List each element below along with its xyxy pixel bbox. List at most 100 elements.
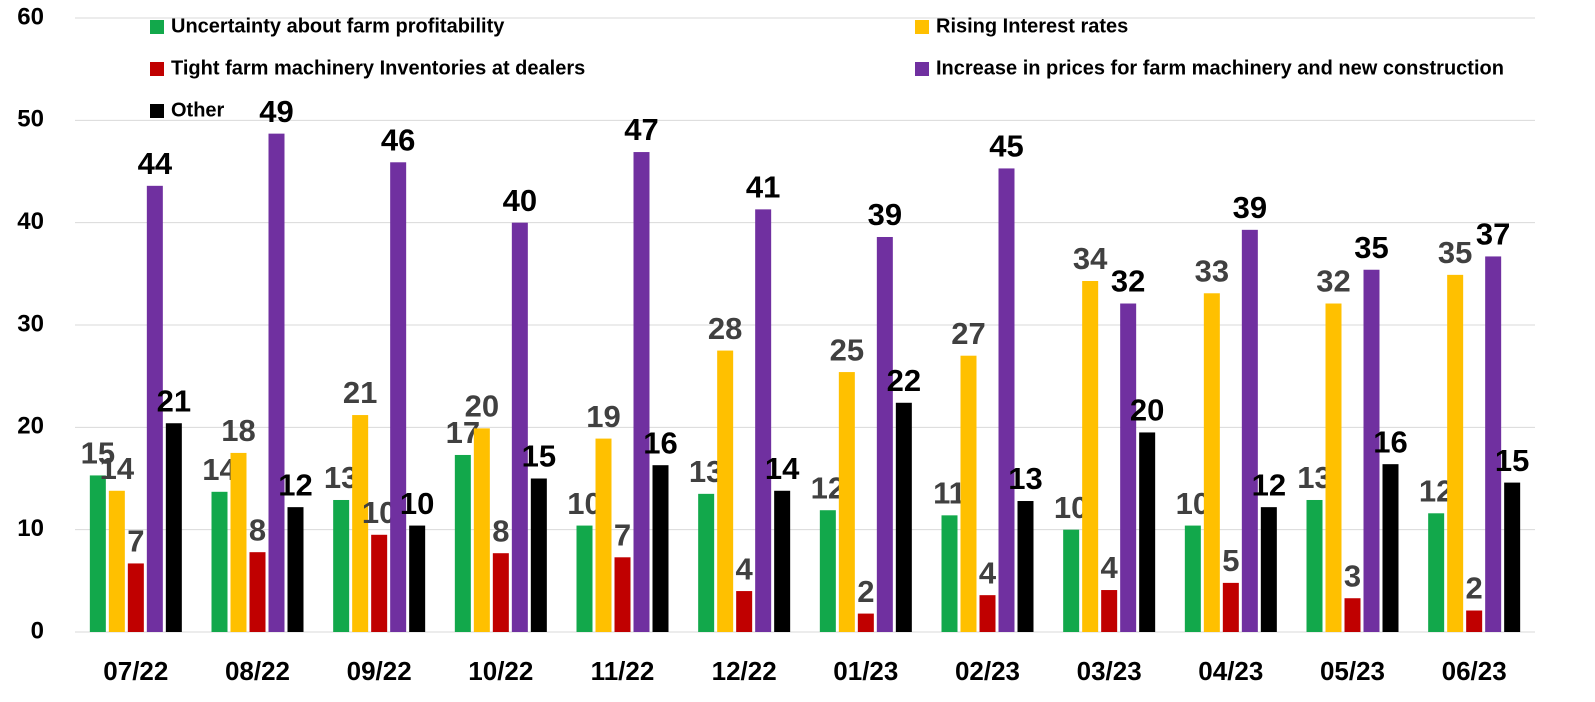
bar bbox=[287, 507, 304, 632]
bar bbox=[454, 454, 471, 632]
data-label: 4 bbox=[1101, 550, 1119, 585]
bar bbox=[1017, 501, 1034, 632]
data-label: 12 bbox=[1252, 467, 1286, 502]
y-tick-label: 50 bbox=[17, 106, 44, 133]
bar bbox=[755, 209, 772, 632]
data-label: 4 bbox=[736, 551, 754, 586]
bar bbox=[1082, 280, 1099, 632]
bar bbox=[736, 591, 753, 632]
bar bbox=[1363, 269, 1380, 632]
bar bbox=[530, 478, 547, 632]
data-label: 44 bbox=[138, 146, 173, 181]
legend-label: Other bbox=[171, 99, 225, 121]
data-label: 35 bbox=[1438, 235, 1472, 270]
data-label: 45 bbox=[989, 129, 1023, 164]
bar bbox=[1344, 598, 1361, 632]
bar bbox=[652, 465, 669, 632]
bar bbox=[1241, 229, 1258, 632]
bar bbox=[230, 452, 247, 632]
data-label: 19 bbox=[586, 399, 620, 434]
data-label: 8 bbox=[249, 512, 266, 547]
bar bbox=[876, 236, 893, 632]
bar bbox=[1306, 499, 1323, 632]
bar bbox=[492, 553, 509, 632]
y-tick-label: 20 bbox=[17, 413, 44, 440]
x-tick-label: 04/23 bbox=[1198, 656, 1263, 686]
bar bbox=[633, 152, 650, 632]
data-label: 3 bbox=[1344, 558, 1361, 593]
bar bbox=[1222, 582, 1239, 632]
bar bbox=[1504, 482, 1521, 632]
bar bbox=[1428, 513, 1445, 632]
bar bbox=[1101, 590, 1118, 632]
data-label: 2 bbox=[1466, 571, 1483, 606]
data-label: 27 bbox=[951, 316, 985, 351]
bar bbox=[595, 438, 612, 632]
data-label: 8 bbox=[492, 513, 509, 548]
bar bbox=[371, 534, 388, 632]
bar bbox=[1260, 507, 1277, 632]
data-label: 14 bbox=[100, 451, 135, 486]
bar bbox=[576, 525, 593, 632]
bar bbox=[89, 475, 106, 632]
bar bbox=[717, 350, 734, 632]
bar bbox=[1139, 432, 1156, 632]
data-label: 20 bbox=[465, 389, 499, 424]
bar bbox=[698, 493, 715, 632]
legend-label: Rising Interest rates bbox=[936, 15, 1128, 37]
bar bbox=[1063, 529, 1080, 632]
bar bbox=[614, 557, 631, 632]
data-label: 33 bbox=[1195, 253, 1229, 288]
x-tick-label: 07/22 bbox=[103, 656, 168, 686]
x-tick-label: 11/22 bbox=[591, 656, 655, 686]
y-tick-label: 40 bbox=[17, 208, 44, 235]
bar bbox=[390, 162, 407, 633]
bar bbox=[333, 499, 350, 632]
data-label: 10 bbox=[400, 486, 434, 521]
bar bbox=[249, 552, 266, 632]
x-tick-label: 12/22 bbox=[712, 656, 777, 686]
bar bbox=[473, 428, 490, 632]
data-label: 12 bbox=[278, 467, 312, 502]
bar bbox=[409, 525, 426, 632]
data-label: 46 bbox=[381, 122, 415, 157]
x-tick-label: 06/23 bbox=[1442, 656, 1507, 686]
data-label: 34 bbox=[1073, 241, 1108, 276]
x-tick-label: 05/23 bbox=[1320, 656, 1385, 686]
legend-swatch bbox=[915, 62, 929, 76]
data-label: 39 bbox=[868, 197, 902, 232]
x-tick-label: 03/23 bbox=[1077, 656, 1142, 686]
bar bbox=[998, 168, 1015, 632]
bar bbox=[819, 510, 836, 632]
y-tick-label: 60 bbox=[17, 3, 44, 30]
bar bbox=[268, 133, 285, 633]
data-label: 41 bbox=[746, 170, 780, 205]
data-label: 15 bbox=[1495, 443, 1529, 478]
x-tick-label: 09/22 bbox=[347, 656, 412, 686]
data-label: 25 bbox=[830, 332, 864, 367]
data-label: 2 bbox=[857, 574, 874, 609]
bar bbox=[895, 402, 912, 632]
bar bbox=[352, 415, 369, 632]
data-label: 37 bbox=[1476, 217, 1510, 252]
y-tick-label: 0 bbox=[31, 617, 44, 644]
data-label: 32 bbox=[1316, 264, 1350, 299]
data-label: 35 bbox=[1354, 230, 1388, 265]
bar bbox=[1203, 293, 1220, 632]
data-label: 39 bbox=[1233, 190, 1267, 225]
bar bbox=[1382, 464, 1399, 632]
legend-label: Increase in prices for farm machinery an… bbox=[936, 57, 1504, 79]
bar bbox=[1184, 525, 1201, 632]
bar bbox=[838, 372, 855, 632]
bar bbox=[1447, 274, 1464, 632]
data-label: 14 bbox=[765, 451, 800, 486]
legend-swatch bbox=[150, 62, 164, 76]
data-label: 47 bbox=[624, 112, 658, 147]
legend-swatch bbox=[150, 20, 164, 34]
data-label: 18 bbox=[221, 413, 255, 448]
legend-swatch bbox=[915, 20, 929, 34]
data-label: 5 bbox=[1222, 543, 1239, 578]
bar bbox=[1466, 610, 1483, 632]
bar bbox=[211, 491, 228, 632]
